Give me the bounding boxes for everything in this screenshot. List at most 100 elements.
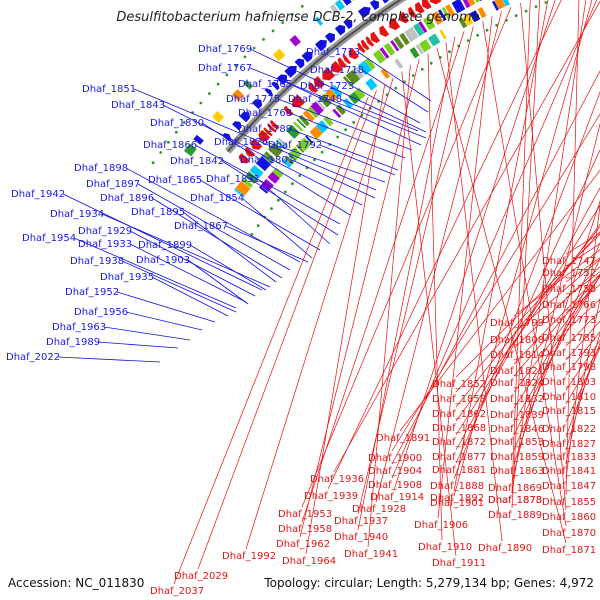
blue-gene-label: Dhaf_1963 bbox=[52, 322, 106, 333]
gene-arrow bbox=[331, 60, 343, 74]
track-dot bbox=[208, 92, 211, 95]
red-connector bbox=[197, 90, 377, 570]
red-gene-label: Dhaf_1798 bbox=[542, 362, 596, 373]
blue-gene-label: Dhaf_1718 bbox=[310, 65, 364, 76]
red-connector bbox=[427, 53, 443, 541]
blue-connector bbox=[225, 225, 309, 263]
gene-arrow bbox=[238, 153, 250, 164]
red-gene-label: Dhaf_1747 bbox=[542, 256, 596, 267]
category-block bbox=[275, 139, 286, 150]
red-gene-label: Dhaf_1808 bbox=[490, 335, 544, 346]
gene-arrow bbox=[382, 0, 389, 4]
category-block bbox=[315, 120, 329, 134]
category-block bbox=[494, 0, 506, 10]
gene-arrow bbox=[429, 0, 442, 5]
red-gene-label: Dhaf_1839 bbox=[490, 410, 544, 421]
gene-arrow bbox=[370, 31, 381, 44]
category-track-inner-a bbox=[234, 0, 483, 198]
red-connector bbox=[513, 241, 600, 451]
red-connector bbox=[565, 332, 600, 451]
red-gene-label: Dhaf_1832 bbox=[490, 394, 544, 405]
track-dot bbox=[167, 140, 170, 144]
red-gene-label: Dhaf_1869 bbox=[488, 483, 542, 494]
category-block bbox=[428, 33, 441, 47]
category-block bbox=[354, 87, 366, 100]
category-block bbox=[467, 0, 476, 7]
blue-connector bbox=[182, 211, 277, 283]
track-dot bbox=[283, 190, 287, 194]
red-gene-label: Dhaf_1803 bbox=[542, 377, 596, 388]
red-gene-label: Dhaf_1939 bbox=[304, 491, 358, 502]
red-gene-label: Dhaf_1860 bbox=[542, 512, 596, 523]
track-dot bbox=[448, 50, 451, 54]
red-connector bbox=[301, 6, 512, 508]
category-block bbox=[329, 4, 339, 15]
category-block bbox=[379, 47, 390, 59]
blue-connector bbox=[194, 144, 341, 225]
category-block bbox=[212, 110, 224, 123]
category-block bbox=[241, 177, 254, 189]
gene-arrow bbox=[324, 32, 335, 44]
genome-title: Desulfitobacterium hafniense DCB-2, comp… bbox=[116, 10, 479, 25]
red-connector bbox=[513, 258, 600, 334]
red-connector bbox=[513, 275, 600, 409]
blue-gene-label: Dhaf_1769 bbox=[198, 44, 252, 55]
category-block bbox=[342, 0, 352, 6]
red-gene-label: Dhaf_1872 bbox=[432, 437, 486, 448]
track-dot bbox=[544, 1, 548, 4]
gene-arrow bbox=[365, 36, 375, 47]
blue-gene-label: Dhaf_1934 bbox=[50, 209, 104, 220]
blue-gene-label: Dhaf_1854 bbox=[190, 193, 244, 204]
track-dot bbox=[514, 14, 518, 18]
gene-arrow bbox=[389, 17, 401, 30]
blue-gene-label: Dhaf_1801 bbox=[240, 155, 294, 166]
red-gene-label: Dhaf_1821 bbox=[490, 366, 544, 377]
gene-arrow bbox=[301, 51, 313, 63]
red-connector bbox=[511, 122, 600, 482]
red-gene-label: Dhaf_1852 bbox=[432, 379, 486, 390]
track-dot bbox=[352, 121, 356, 124]
category-block bbox=[345, 69, 361, 85]
gene-arrow bbox=[334, 24, 346, 36]
red-gene-label: Dhaf_1847 bbox=[542, 481, 596, 492]
blue-gene-label: Dhaf_1768 bbox=[238, 108, 292, 119]
category-block bbox=[422, 16, 436, 31]
red-gene-label: Dhaf_2037 bbox=[150, 586, 204, 597]
red-connector bbox=[565, 339, 600, 391]
blue-gene-label: Dhaf_1866 bbox=[143, 140, 197, 151]
category-block bbox=[415, 44, 424, 55]
category-block bbox=[277, 137, 288, 148]
blue-connector bbox=[116, 291, 216, 323]
blue-connector bbox=[249, 67, 427, 139]
red-gene-label: Dhaf_1827 bbox=[542, 439, 596, 450]
blue-gene-label: Dhaf_1933 bbox=[78, 239, 132, 250]
category-block bbox=[399, 32, 410, 46]
red-gene-label: Dhaf_1910 bbox=[418, 542, 472, 553]
red-connector bbox=[399, 169, 600, 432]
category-block bbox=[352, 66, 365, 80]
blue-gene-label: Dhaf_1792 bbox=[268, 140, 322, 151]
red-connector bbox=[391, 113, 600, 452]
red-gene-label: Dhaf_1824 bbox=[490, 378, 544, 389]
blue-connector bbox=[101, 213, 271, 288]
red-connector bbox=[305, 83, 386, 555]
red-gene-label: Dhaf_1862 bbox=[432, 409, 486, 420]
red-connector bbox=[513, 273, 600, 365]
blue-gene-label: Dhaf_1867 bbox=[174, 221, 228, 232]
track-dot bbox=[281, 21, 284, 24]
category-block bbox=[380, 68, 391, 79]
gene-arrow bbox=[369, 0, 380, 11]
track-dot bbox=[199, 101, 203, 105]
red-gene-label: Dhaf_1871 bbox=[542, 545, 596, 556]
inner-dot-ring bbox=[250, 1, 548, 236]
category-block bbox=[332, 108, 342, 119]
gene-arrow bbox=[360, 39, 370, 51]
red-connector bbox=[455, 204, 600, 436]
category-block bbox=[324, 88, 339, 103]
gene-arrow bbox=[421, 0, 432, 10]
blue-connector bbox=[57, 356, 161, 363]
red-gene-label: Dhaf_1846 bbox=[490, 424, 544, 435]
track-dot bbox=[336, 135, 340, 139]
red-connector bbox=[391, 0, 597, 479]
red-gene-label: Dhaf_1992 bbox=[222, 551, 276, 562]
